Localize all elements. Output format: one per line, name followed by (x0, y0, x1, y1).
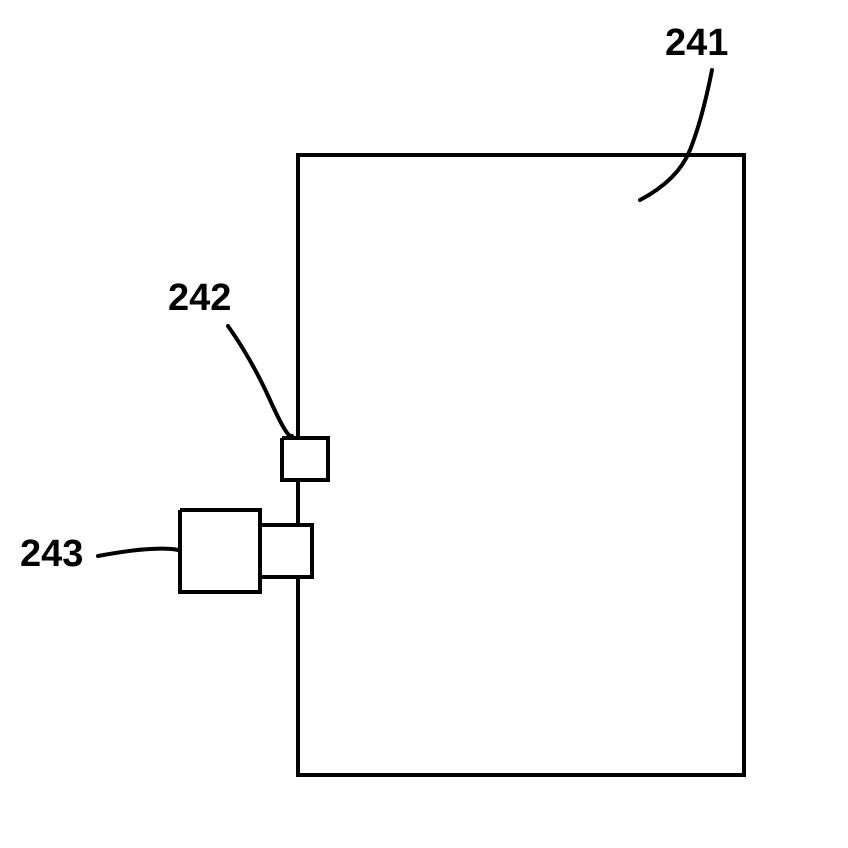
main-box-241 (298, 155, 744, 775)
lower-inner-243-fill (260, 525, 312, 577)
label-243: 243 (20, 533, 83, 575)
label-241: 241 (665, 22, 728, 64)
upper-tab-242-fill (282, 438, 328, 480)
leader-241 (640, 70, 712, 200)
leader-243 (98, 549, 178, 556)
leader-242 (228, 326, 292, 436)
diagram-canvas: 241 242 243 (0, 0, 848, 848)
lower-outer-243-fill (180, 510, 260, 592)
label-242: 242 (168, 277, 231, 319)
